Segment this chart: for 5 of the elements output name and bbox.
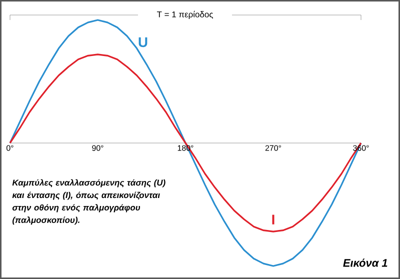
- annotation: Εικόνα 1: [343, 258, 388, 267]
- text: T = 1 περίοδος: [156, 10, 213, 20]
- series-label: U: [138, 37, 148, 48]
- series-label: I: [272, 214, 274, 224]
- annotation: Καμπύλες εναλλασσόμενης τάσης (U) και έντασης (I), όπως απεικονίζονται στην οθόνη ενός παλμογράφου (παλμοσκοπίου).: [12, 179, 166, 225]
